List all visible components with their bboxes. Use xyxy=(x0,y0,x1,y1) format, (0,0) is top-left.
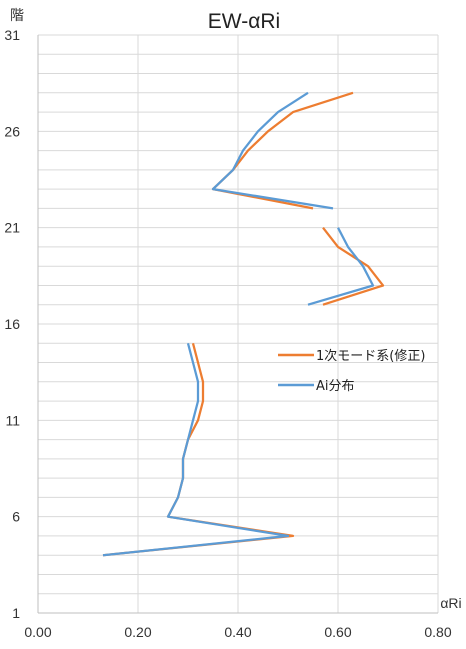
series-line-2 xyxy=(102,343,290,557)
series-line-1 xyxy=(102,343,295,557)
y-tick-label: 31 xyxy=(4,27,20,43)
x-tick-label: 0.60 xyxy=(324,624,351,640)
series-layer xyxy=(102,91,385,557)
y-tick-label: 16 xyxy=(4,316,20,332)
chart-title: EW-αRi xyxy=(208,10,280,33)
series-line-2 xyxy=(211,91,334,210)
legend-label: 1次モード系(修正) xyxy=(316,348,425,364)
y-tick-label: 11 xyxy=(5,412,20,428)
y-axis-label: 階 xyxy=(10,7,24,23)
y-tick-label: 1 xyxy=(12,605,20,621)
series-line-1 xyxy=(322,227,385,306)
y-tick-label: 26 xyxy=(4,123,20,139)
x-axis-label: αRi xyxy=(440,595,461,611)
x-tick-label: 0.80 xyxy=(424,624,451,640)
x-tick-label: 0.40 xyxy=(224,624,251,640)
x-tick-label: 0.00 xyxy=(24,624,51,640)
y-tick-label: 6 xyxy=(12,509,20,525)
grid xyxy=(37,34,439,614)
legend-label: Ai分布 xyxy=(316,379,355,394)
series-line-2 xyxy=(307,227,375,306)
x-tick-label: 0.20 xyxy=(124,624,151,640)
legend: 1次モード系(修正) Ai分布 xyxy=(278,348,425,394)
y-tick-label: 21 xyxy=(4,220,20,236)
